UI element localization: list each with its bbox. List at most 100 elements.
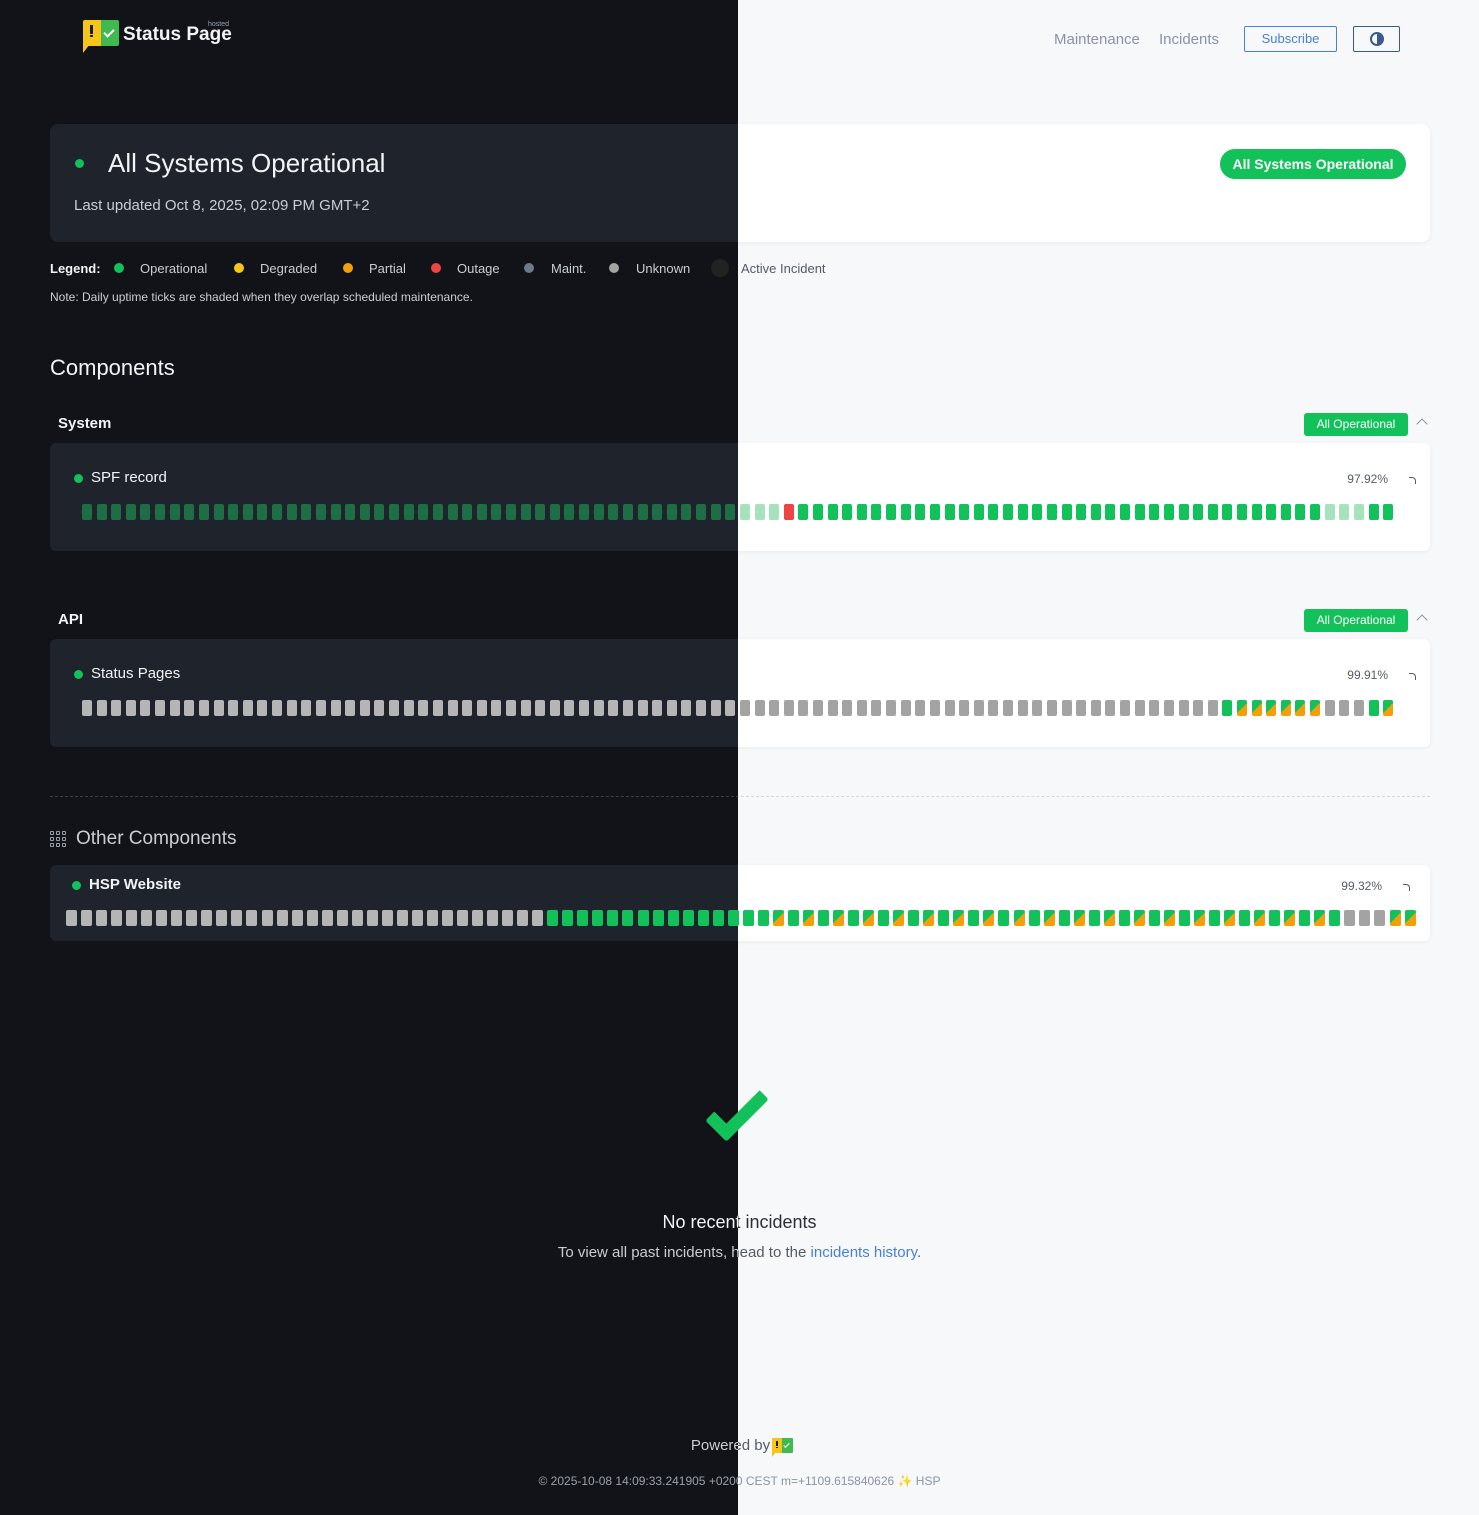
uptime-tick	[330, 504, 341, 520]
uptime-tick	[818, 910, 829, 926]
uptime-tick	[216, 910, 228, 926]
uptime-tick	[242, 504, 253, 520]
uptime-tick	[535, 504, 546, 520]
legend-note: Note: Daily uptime ticks are shaded when…	[50, 290, 473, 304]
uptime-tick	[1194, 910, 1205, 926]
uptime-tick	[1003, 700, 1014, 716]
legend-dot	[114, 263, 124, 273]
group-badge: All Operational	[1304, 609, 1408, 632]
uptime-tick	[637, 910, 649, 926]
uptime-tick	[301, 504, 312, 520]
incidents-link[interactable]: incidents history	[810, 1244, 917, 1261]
uptime-tick	[155, 700, 166, 716]
uptime-tick	[330, 700, 341, 716]
uptime-tick	[389, 700, 400, 716]
uptime-tick	[1280, 504, 1291, 520]
uptime-tick	[231, 910, 243, 926]
uptime-tick	[725, 504, 736, 520]
uptime-tick	[276, 910, 288, 926]
uptime-tick	[813, 700, 823, 716]
theme-icon	[1370, 32, 1384, 46]
uptime-tick	[66, 910, 77, 926]
uptime-tick	[1254, 910, 1266, 926]
component-dot	[72, 881, 81, 890]
legend-item: Active Incident	[741, 261, 826, 276]
uptime-tick	[1310, 700, 1321, 716]
uptime-tick	[1133, 910, 1145, 926]
uptime-tick	[198, 700, 209, 716]
uptime-tick	[96, 504, 107, 520]
uptime-tick	[505, 700, 516, 716]
uptime-tick	[272, 700, 283, 716]
uptime-tick	[1344, 910, 1356, 926]
uptime-value: 99.32%	[1341, 879, 1382, 893]
nav-link[interactable]: Incidents	[1159, 31, 1220, 48]
uptime-tick	[798, 504, 809, 520]
group-chevron[interactable]	[1416, 614, 1428, 626]
uptime-tick	[447, 504, 458, 520]
uptime-tick	[374, 504, 385, 520]
uptime-tick	[321, 910, 333, 926]
subscribe-button[interactable]: Subscribe	[1244, 26, 1337, 52]
legend-dot	[609, 263, 619, 273]
uptime-tick	[998, 910, 1010, 926]
uptime-tick	[359, 700, 370, 716]
uptime-tick	[1310, 504, 1321, 520]
uptime-tick	[988, 504, 999, 520]
uptime-tick	[1090, 504, 1101, 520]
legend-label: Legend:	[50, 261, 101, 276]
uptime-tick	[396, 910, 408, 926]
uptime-tick	[1017, 504, 1028, 520]
uptime-tick	[1339, 504, 1350, 520]
uptime-tick	[1383, 700, 1394, 716]
uptime-tick	[652, 504, 663, 520]
logo-tail	[83, 44, 90, 53]
component-card: SPF record97.92%	[50, 443, 738, 551]
group-name: System	[58, 415, 112, 432]
uptime-value: 97.92%	[1347, 472, 1388, 486]
component-card: Status Pages99.91%	[50, 639, 738, 747]
uptime-tick	[1105, 504, 1116, 520]
uptime-tick	[666, 700, 677, 716]
uptime-tick	[96, 910, 108, 926]
uptime-tick	[863, 910, 875, 926]
uptime-tick	[389, 504, 400, 520]
uptime-tick	[1193, 700, 1204, 716]
grid-dot	[56, 831, 60, 835]
uptime-tick	[366, 910, 378, 926]
grid-dot	[62, 837, 66, 841]
uptime-tick	[476, 700, 487, 716]
uptime-tick	[532, 910, 544, 926]
uptime-tick	[769, 700, 780, 716]
uptime-tick	[757, 910, 769, 926]
uptime-tick	[1224, 910, 1236, 926]
nav-link[interactable]: Maintenance	[1054, 31, 1140, 48]
uptime-tick	[1118, 910, 1130, 926]
uptime-tick	[517, 910, 529, 926]
component-name: Status Pages	[91, 665, 181, 682]
uptime-tick	[381, 910, 393, 926]
uptime-tick	[1284, 910, 1296, 926]
uptime-tick	[842, 504, 853, 520]
uptime-tick	[848, 910, 860, 926]
grid-dot	[50, 837, 54, 841]
group-chevron[interactable]	[1416, 418, 1428, 430]
uptime-tick	[257, 504, 268, 520]
uptime-tick	[1178, 700, 1189, 716]
component-dot	[74, 474, 83, 483]
uptime-tick	[622, 700, 633, 716]
uptime-tick	[432, 504, 443, 520]
uptime-tick	[739, 700, 750, 716]
uptime-tick	[520, 504, 531, 520]
theme-toggle[interactable]	[1353, 26, 1400, 52]
legend-item: Operational	[140, 261, 208, 276]
uptime-tick	[973, 700, 984, 716]
uptime-tick	[827, 504, 838, 520]
status-dot	[75, 159, 84, 168]
uptime-tick	[257, 700, 268, 716]
logo-tail	[772, 1451, 776, 1457]
uptime-tick	[607, 910, 619, 926]
uptime-tick	[1134, 504, 1145, 520]
uptime-tick	[1017, 700, 1028, 716]
